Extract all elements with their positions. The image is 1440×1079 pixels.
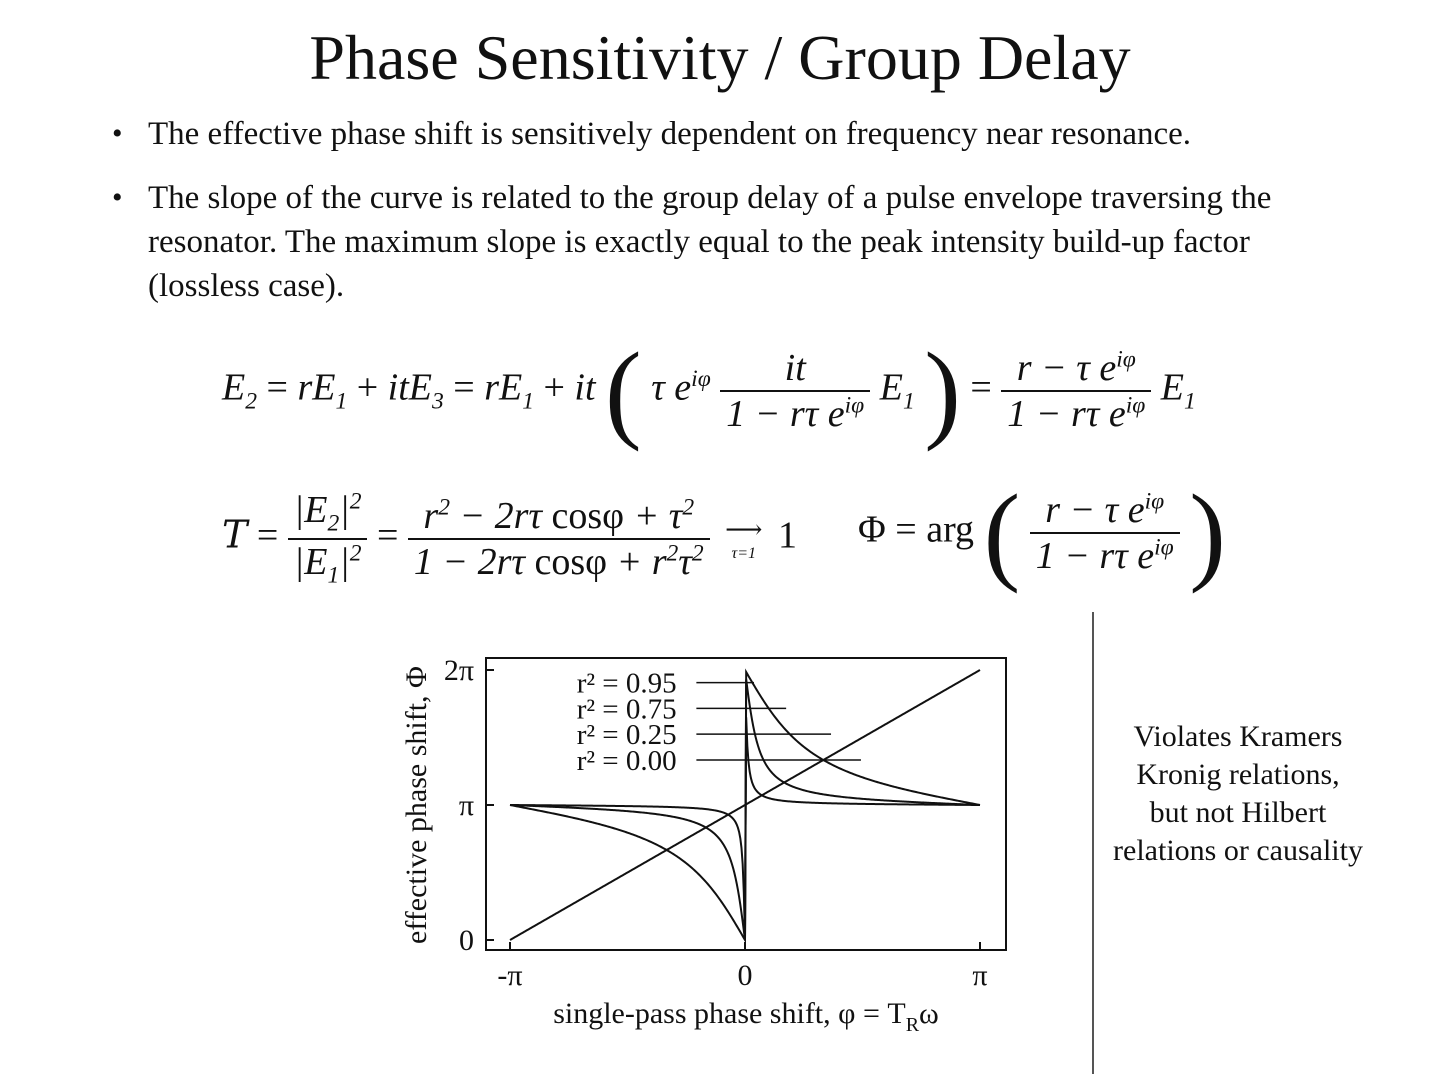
divider-line: [1092, 612, 1094, 1074]
x-tick-label: -π: [497, 959, 522, 992]
bullet-icon: •: [112, 181, 123, 214]
y-tick-label: 2π: [444, 654, 474, 687]
transmission-equation: T = |E2|2 |E1|2 = r2 − 2rτ cosφ + τ2 1 −…: [222, 488, 797, 589]
fraction: it 1 − rτ eiφ: [720, 346, 871, 436]
phase-equation: Φ = arg ( r − τ eiφ 1 − rτ eiφ ): [858, 472, 1226, 594]
bullet-list: • The effective phase shift is sensitive…: [110, 112, 1340, 328]
series-label: r² = 0.95: [577, 668, 677, 700]
page-title: Phase Sensitivity / Group Delay: [309, 22, 1131, 93]
side-note: Violates Kramers Kronig relations, but n…: [1113, 720, 1363, 867]
series-label: r² = 0.00: [577, 745, 677, 777]
x-axis-label: single-pass phase shift, φ = TRω: [553, 997, 939, 1036]
y-tick-label: 0: [459, 924, 474, 957]
bullet-text: The effective phase shift is sensitively…: [148, 116, 1192, 152]
bullet-text: The slope of the curve is related to the…: [148, 180, 1272, 304]
fraction: |E2|2 |E1|2: [287, 488, 368, 589]
fraction: r − τ eiφ 1 − rτ eiφ: [1029, 488, 1180, 578]
series-label: r² = 0.25: [577, 719, 677, 751]
series-line: [509, 668, 981, 944]
x-tick-label: π: [972, 959, 987, 992]
bullet-item: • The effective phase shift is sensitive…: [110, 112, 1340, 156]
series-label: r² = 0.75: [577, 693, 677, 725]
series-line: [509, 669, 981, 941]
limit-arrow: ⟶ τ=1: [725, 514, 763, 562]
x-tick-label: 0: [738, 959, 753, 992]
bullet-icon: •: [112, 117, 123, 150]
tick-group: -π 0 π 0 π 2π: [444, 654, 988, 992]
y-axis-label: effective phase shift, Φ: [400, 666, 433, 944]
y-tick-label: π: [459, 789, 474, 822]
fraction: r2 − 2rτ cosφ + τ2 1 − 2rτ cosφ + r2τ2: [407, 494, 710, 584]
fraction: r − τ eiφ 1 − rτ eiφ: [1001, 346, 1152, 436]
bullet-item: • The slope of the curve is related to t…: [110, 176, 1340, 308]
field-equation: E2 = rE1 + itE3 = rE1 + it ( τ eiφ it 1 …: [222, 330, 1196, 452]
